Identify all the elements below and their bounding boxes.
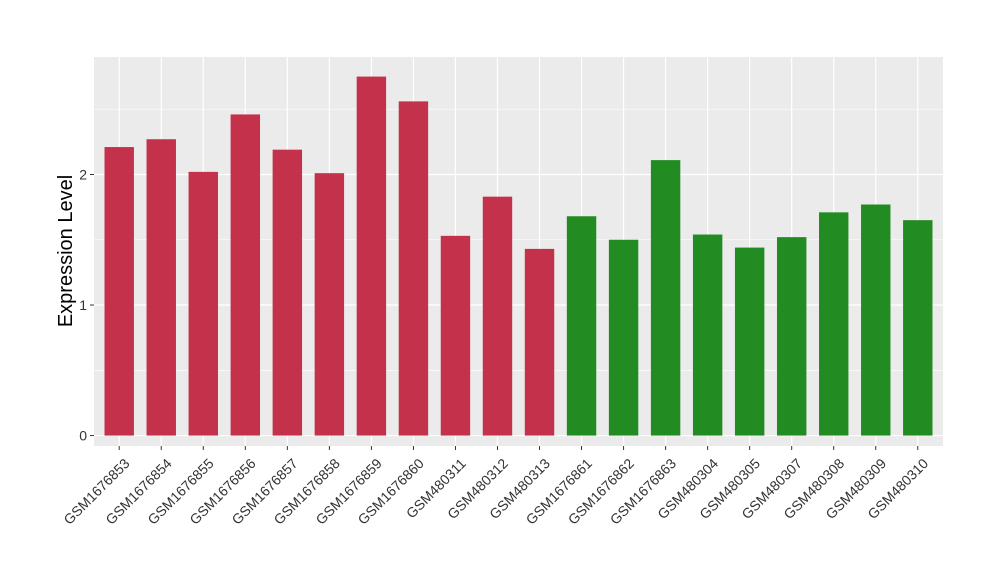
- bar-GSM480310: [903, 220, 933, 436]
- x-axis: GSM1676853GSM1676854GSM1676855GSM1676856…: [60, 446, 931, 528]
- bar-GSM480308: [819, 212, 849, 436]
- bar-GSM480305: [734, 247, 765, 436]
- bar-GSM480307: [776, 237, 807, 436]
- y-axis: 0 1 2: [79, 166, 94, 444]
- bar-GSM480311: [440, 235, 471, 436]
- bar-GSM480312: [482, 196, 513, 436]
- bar-GSM1676863: [650, 160, 681, 436]
- y-tick-label: 2: [79, 166, 87, 182]
- bar-GSM1676856: [230, 114, 261, 436]
- bar-GSM1676859: [356, 76, 387, 436]
- bar-GSM480304: [692, 234, 723, 436]
- bar-GSM480313: [524, 248, 555, 436]
- bar-GSM1676857: [272, 149, 303, 436]
- bar-layer: [104, 76, 933, 436]
- bar-GSM1676853: [104, 147, 134, 436]
- bar-GSM1676854: [146, 139, 176, 436]
- y-tick-label: 1: [79, 297, 87, 313]
- bar-GSM1676858: [314, 173, 345, 436]
- y-tick-label: 0: [79, 428, 87, 444]
- bar-GSM1676861: [566, 216, 597, 436]
- bar-GSM1676862: [608, 239, 639, 436]
- y-axis-title: Expression Level: [55, 175, 77, 327]
- plot-panel: [94, 57, 943, 446]
- bar-GSM480309: [861, 204, 891, 436]
- bar-GSM1676860: [398, 101, 429, 436]
- bar-GSM1676855: [188, 171, 218, 436]
